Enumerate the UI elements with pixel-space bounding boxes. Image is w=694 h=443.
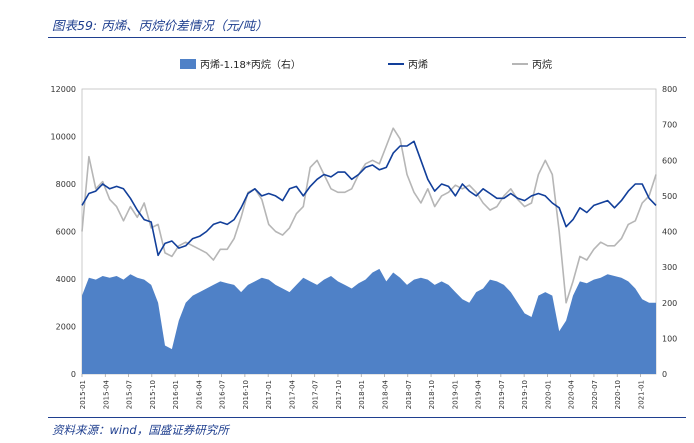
- x-tick-label: 2020-10: [614, 380, 622, 409]
- x-tick-label: 2020-07: [591, 380, 599, 409]
- x-tick-label: 2016-04: [195, 379, 203, 409]
- x-tick-label: 2017-04: [288, 379, 296, 409]
- x-tick-label: 2020-04: [568, 379, 576, 409]
- legend-swatch-spread: [180, 59, 196, 69]
- right-tick-label: 500: [662, 192, 677, 201]
- x-tick-label: 2015-07: [126, 380, 134, 409]
- x-tick-label: 2018-01: [358, 380, 366, 409]
- x-tick-label: 2015-10: [149, 380, 157, 409]
- legend: 丙烯-1.18*丙烷（右） 丙烯 丙烷: [180, 58, 552, 71]
- footer-divider: [48, 417, 686, 418]
- x-tick-label: 2017-07: [312, 380, 320, 409]
- x-tick-label: 2019-10: [521, 380, 529, 409]
- left-tick-label: 8000: [56, 180, 76, 189]
- right-tick-label: 0: [662, 370, 667, 379]
- left-tick-label: 10000: [51, 133, 76, 142]
- x-tick-label: 2016-07: [219, 380, 227, 409]
- left-tick-label: 12000: [51, 85, 76, 94]
- propylene-line: [81, 140, 657, 257]
- spread-area-layer: [82, 268, 656, 374]
- source-note: 资料来源：wind，国盛证券研究所: [52, 423, 229, 437]
- x-tick-label: 2015-01: [79, 380, 87, 409]
- x-tick-label: 2020-01: [544, 380, 552, 409]
- x-tick-label: 2018-07: [405, 380, 413, 409]
- right-tick-label: 200: [662, 299, 677, 308]
- right-tick-label: 700: [662, 121, 677, 130]
- legend-label: 丙烯: [408, 58, 428, 71]
- x-tick-label: 2016-01: [172, 380, 180, 409]
- x-tick-label: 2019-04: [475, 379, 483, 409]
- x-tick-label: 2017-10: [335, 380, 343, 409]
- x-tick-label: 2018-10: [428, 380, 436, 409]
- left-tick-label: 6000: [56, 228, 76, 237]
- x-tick-label: 2021-01: [638, 380, 646, 409]
- x-tick-label: 2015-04: [102, 379, 110, 409]
- right-tick-label: 100: [662, 334, 677, 343]
- right-tick-label: 600: [662, 156, 677, 165]
- right-tick-label: 300: [662, 263, 677, 272]
- price-lines-layer: [81, 127, 657, 304]
- legend-label: 丙烷: [532, 58, 552, 71]
- left-tick-label: 4000: [56, 275, 76, 284]
- x-tick-label: 2017-01: [265, 380, 273, 409]
- right-tick-label: 400: [662, 228, 677, 237]
- chart-title: 图表59: 丙烯、丙烷价差情况（元/吨）: [52, 18, 268, 33]
- x-tick-label: 2018-04: [382, 379, 390, 409]
- x-tick-label: 2019-01: [451, 380, 459, 409]
- x-tick-label: 2019-07: [498, 380, 506, 409]
- legend-label: 丙烯-1.18*丙烷（右）: [200, 58, 301, 71]
- left-tick-label: 2000: [56, 323, 76, 332]
- x-tick-label: 2016-10: [242, 380, 250, 409]
- header-divider: [48, 37, 686, 38]
- axes-layer: 0 2000 4000 6000 8000 10000 12000 0 100 200 300 400…: [51, 85, 678, 409]
- spread-area: [82, 268, 656, 374]
- right-tick-label: 800: [662, 85, 677, 94]
- left-tick-label: 0: [71, 370, 76, 379]
